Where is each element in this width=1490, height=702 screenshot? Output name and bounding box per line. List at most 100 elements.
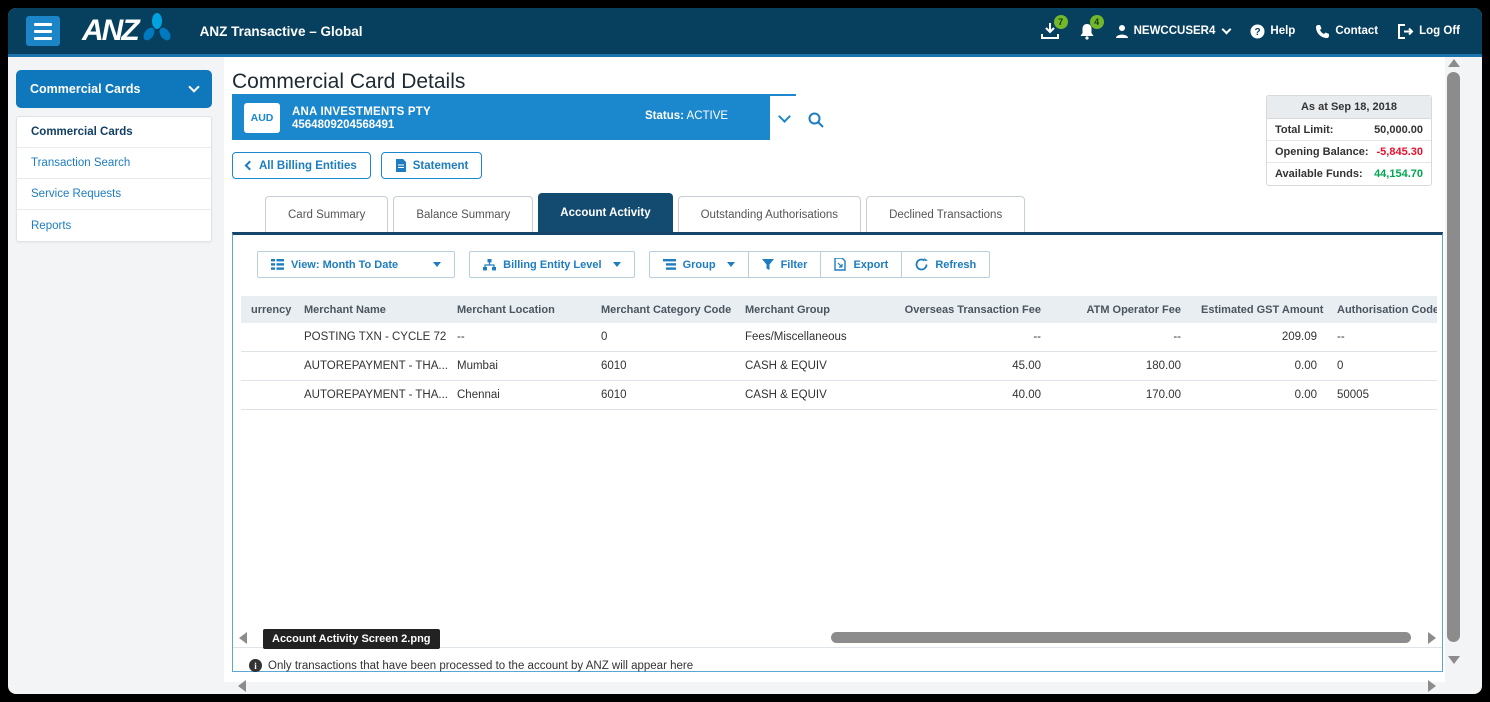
view-dropdown[interactable]: View: Month To Date	[257, 251, 456, 278]
logoff-button[interactable]: Log Off	[1398, 23, 1460, 39]
contact-button[interactable]: Contact	[1315, 24, 1378, 39]
column-header[interactable]: Estimated GST Amount	[1201, 303, 1324, 316]
filter-icon	[761, 259, 774, 270]
notifications-bell-button[interactable]: 4	[1079, 14, 1104, 40]
balance-summary-box: As at Sep 18, 2018 Total Limit: 50,000.00…	[1266, 95, 1432, 186]
table-row[interactable]: AUTOREPAYMENT - THA... Chennai 6010 CASH & …	[241, 381, 1437, 410]
user-menu-chevron-icon	[1221, 24, 1232, 35]
download-badge: 7	[1053, 15, 1068, 29]
tab-account-activity[interactable]: Account Activity	[538, 193, 673, 232]
summary-row: Opening Balance: -5,845.30	[1267, 141, 1431, 163]
tab-card-summary[interactable]: Card Summary	[265, 196, 389, 232]
notifications-badge: 4	[1089, 14, 1104, 29]
account-selector-bar[interactable]: AUD ANA INVESTMENTS PTY 4564809204568491…	[232, 96, 770, 140]
transactions-table: urrency Merchant Name Merchant Location Mer…	[241, 296, 1437, 410]
detail-tabs: Card Summary Balance Summary Account Activ…	[265, 193, 1026, 232]
group-dropdown[interactable]: Group	[648, 251, 748, 278]
summary-row: Total Limit: 50,000.00	[1267, 119, 1431, 141]
summary-as-at-date: As at Sep 18, 2018	[1267, 96, 1431, 119]
topbar-accent-strip	[8, 54, 1482, 57]
page-scroll-up-arrow-icon[interactable]	[1448, 59, 1460, 67]
sidebar-item-service-requests[interactable]: Service Requests	[17, 179, 211, 210]
statement-button[interactable]: Statement	[380, 152, 483, 179]
contact-label: Contact	[1335, 25, 1379, 37]
column-header[interactable]: Merchant Group	[745, 303, 830, 316]
user-menu-button[interactable]: NEWCCUSER4	[1115, 24, 1232, 38]
chevron-down-icon	[188, 81, 200, 93]
page-scroll-down-arrow-icon[interactable]	[1448, 656, 1460, 664]
table-cell: 0.00	[1294, 389, 1317, 401]
page-scroll-left-arrow-icon[interactable]	[238, 680, 246, 692]
account-name: ANA INVESTMENTS PTY	[292, 105, 431, 118]
table-row[interactable]: POSTING TXN - CYCLE 72 -- 0 Fees/Miscellane…	[241, 323, 1437, 352]
filter-button[interactable]: Filter	[747, 251, 821, 278]
export-button[interactable]: Export	[820, 251, 902, 278]
table-cell: 40.00	[1012, 389, 1041, 401]
column-header[interactable]: Merchant Location	[457, 303, 555, 316]
tab-declined-transactions[interactable]: Declined Transactions	[866, 196, 1026, 232]
help-label: Help	[1270, 25, 1296, 37]
table-cell: --	[1337, 331, 1345, 343]
table-cell: 209.09	[1281, 331, 1317, 343]
column-header[interactable]: Authorisation Code	[1337, 303, 1437, 316]
sidebar-item-transaction-search[interactable]: Transaction Search	[17, 148, 211, 179]
table-cell: POSTING TXN - CYCLE 72	[304, 331, 447, 343]
hierarchy-icon	[483, 258, 497, 270]
app-window: ANZ ANZ Transactive – Global 7 4 NE	[8, 8, 1482, 694]
download-button[interactable]: 7	[1040, 15, 1068, 39]
table-row[interactable]: AUTOREPAYMENT - THA... Mumbai 6010 CASH & E…	[241, 352, 1437, 381]
page-scroll-right-arrow-icon[interactable]	[1428, 680, 1436, 692]
account-status: Status: ACTIVE	[645, 110, 728, 122]
status-label: Status:	[645, 110, 684, 122]
logoff-label: Log Off	[1419, 25, 1460, 37]
table-cell: CASH & EQUIV	[745, 389, 827, 401]
hamburger-menu-icon[interactable]	[26, 16, 60, 46]
column-header[interactable]: Merchant Name	[304, 303, 386, 316]
column-header[interactable]: Merchant Category Code	[601, 303, 732, 316]
account-activity-panel: View: Month To Date Billing Entity Level…	[232, 232, 1443, 672]
caret-down-icon	[612, 262, 621, 267]
account-search-icon[interactable]	[808, 112, 824, 128]
billing-entity-level-dropdown[interactable]: Billing Entity Level	[469, 251, 635, 278]
info-icon: i	[249, 659, 262, 672]
group-icon	[662, 259, 676, 270]
sidebar-menu-title: Commercial Cards	[30, 82, 141, 96]
table-cell: Chennai	[457, 389, 500, 401]
table-cell: 45.00	[1012, 360, 1041, 372]
table-header-row: urrency Merchant Name Merchant Location Mer…	[241, 296, 1437, 323]
table-cell: CASH & EQUIV	[745, 360, 827, 372]
sidebar-menu-header[interactable]: Commercial Cards	[16, 70, 212, 108]
refresh-icon	[915, 258, 929, 271]
column-header[interactable]: Overseas Transaction Fee	[904, 303, 1041, 316]
status-value: ACTIVE	[686, 110, 729, 122]
svg-text:?: ?	[1255, 27, 1261, 38]
action-buttons: All Billing Entities Statement	[232, 152, 483, 179]
topbar-actions: 7 4 NEWCCUSER4 ? Help Contact Log Off	[1040, 14, 1460, 40]
column-header[interactable]: urrency	[251, 303, 292, 316]
table-horizontal-scrollbar[interactable]	[233, 627, 1442, 648]
anz-logo: ANZ	[82, 13, 174, 46]
tab-balance-summary[interactable]: Balance Summary	[393, 196, 534, 232]
scroll-left-arrow-icon[interactable]	[239, 632, 247, 644]
table-cell: Fees/Miscellaneous	[745, 331, 847, 343]
help-button[interactable]: ? Help	[1250, 24, 1295, 39]
sidebar-nav: Commercial Cards Transaction Search Servic…	[16, 116, 212, 242]
footer-note: i Only transactions that have been proce…	[249, 659, 693, 672]
sidebar-item-commercial-cards[interactable]: Commercial Cards	[17, 117, 211, 148]
column-header[interactable]: ATM Operator Fee	[1086, 303, 1181, 316]
top-navigation-bar: ANZ ANZ Transactive – Global 7 4 NE	[8, 8, 1482, 54]
tab-outstanding-authorisations[interactable]: Outstanding Authorisations	[677, 196, 862, 232]
account-number: 4564809204568491	[292, 118, 395, 131]
chevron-left-icon	[244, 160, 255, 171]
account-dropdown-chevron-icon[interactable]	[778, 110, 791, 123]
sidebar-item-reports[interactable]: Reports	[31, 219, 72, 232]
table-toolbar: View: Month To Date Billing Entity Level…	[257, 251, 991, 278]
account-identity: ANA INVESTMENTS PTY 4564809204568491	[292, 106, 431, 131]
vertical-scroll-thumb[interactable]	[1447, 72, 1460, 642]
refresh-button[interactable]: Refresh	[901, 251, 991, 278]
all-billing-entities-button[interactable]: All Billing Entities	[232, 152, 371, 179]
horizontal-scroll-thumb[interactable]	[831, 632, 1411, 643]
scroll-right-arrow-icon[interactable]	[1428, 632, 1436, 644]
table-cell: 50005	[1337, 389, 1369, 401]
table-cell: 170.00	[1145, 389, 1181, 401]
